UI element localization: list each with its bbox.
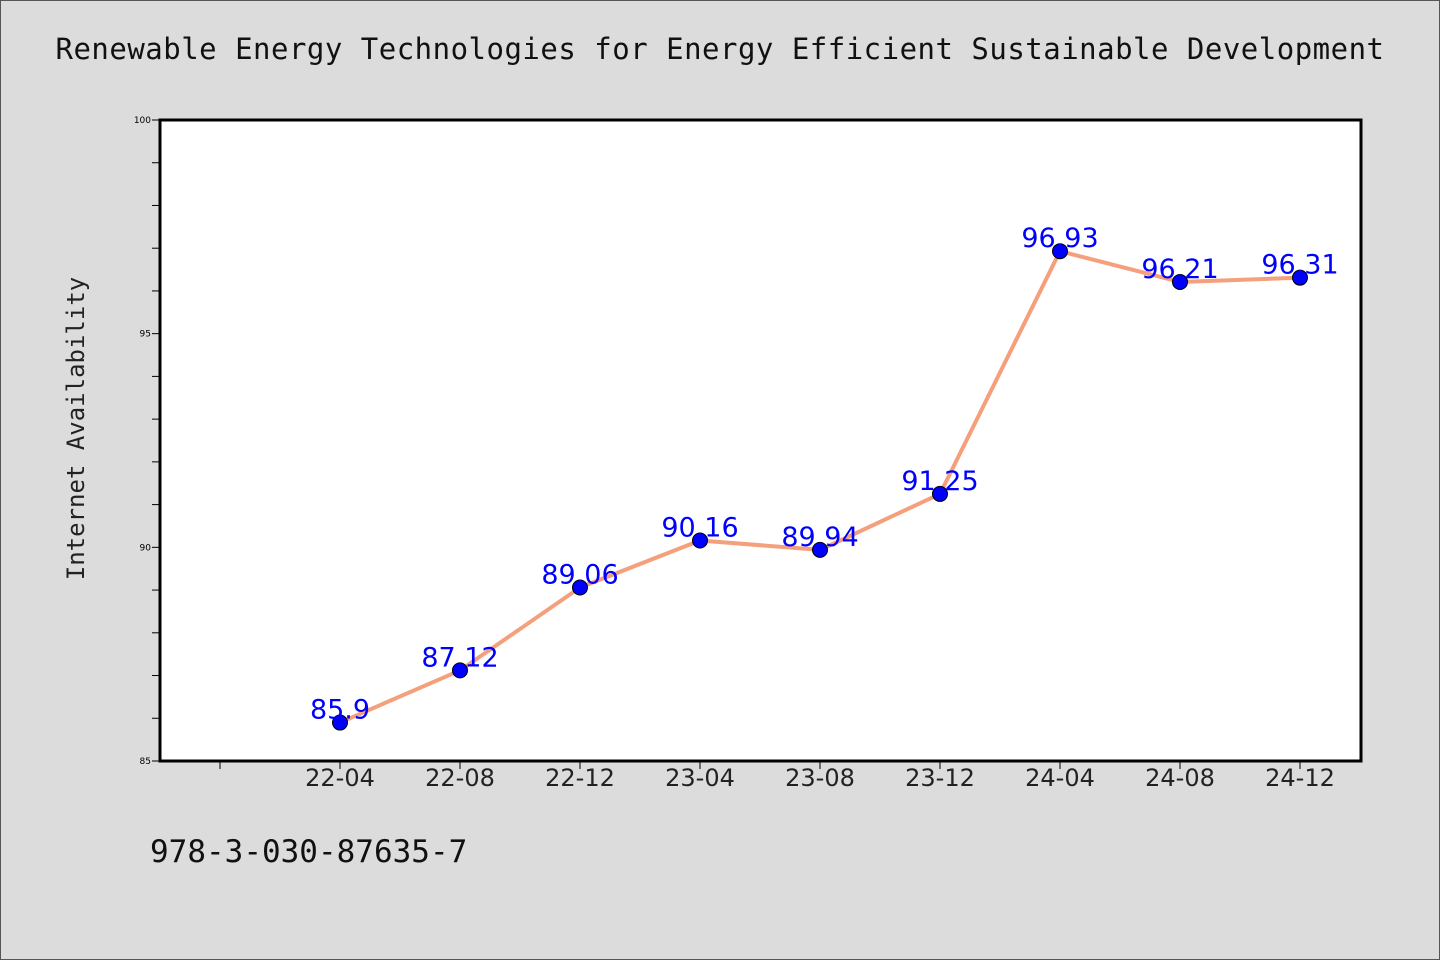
data-point bbox=[932, 485, 948, 502]
data-label: 85.9 bbox=[310, 695, 370, 726]
x-tick-label: 24-12 bbox=[1265, 764, 1335, 792]
x-tick-label: 24-08 bbox=[1145, 764, 1215, 792]
x-tick-label: 22-08 bbox=[425, 764, 495, 792]
data-point bbox=[812, 541, 828, 558]
y-tick-label: 90 bbox=[140, 543, 152, 553]
x-tick-label: 23-04 bbox=[665, 764, 735, 792]
data-point bbox=[332, 714, 348, 731]
data-label: 91.25 bbox=[901, 466, 978, 497]
x-tick-label: 22-12 bbox=[545, 764, 615, 792]
chart-title: Renewable Energy Technologies for Energy… bbox=[55, 32, 1385, 66]
data-label: 96.93 bbox=[1021, 223, 1098, 254]
data-label: 96.31 bbox=[1261, 250, 1338, 281]
x-tick-label: 23-12 bbox=[905, 764, 975, 792]
data-point bbox=[452, 662, 468, 679]
data-label: 89.06 bbox=[541, 560, 618, 591]
footer-note: 978-3-030-87635-7 bbox=[150, 834, 468, 870]
y-axis-label: Internet Availability bbox=[62, 277, 90, 580]
y-tick-label: 95 bbox=[140, 330, 151, 340]
data-point bbox=[1292, 269, 1308, 286]
data-point bbox=[572, 579, 588, 596]
x-tick-label: 23-08 bbox=[785, 764, 855, 792]
data-point bbox=[1052, 243, 1068, 260]
data-label: 90.16 bbox=[661, 512, 738, 543]
plot-border bbox=[158, 118, 1363, 763]
x-tick-label: 22-04 bbox=[305, 764, 375, 792]
y-tick-label: 100 bbox=[134, 116, 151, 126]
data-label: 89.94 bbox=[781, 522, 858, 553]
y-tick-label: 85 bbox=[140, 757, 151, 767]
data-label: 96.21 bbox=[1141, 254, 1218, 285]
data-label: 87.12 bbox=[421, 642, 498, 673]
data-point bbox=[692, 532, 708, 549]
plot-area bbox=[160, 120, 1361, 761]
x-tick-label: 24-04 bbox=[1025, 764, 1095, 792]
data-point bbox=[1172, 273, 1188, 290]
